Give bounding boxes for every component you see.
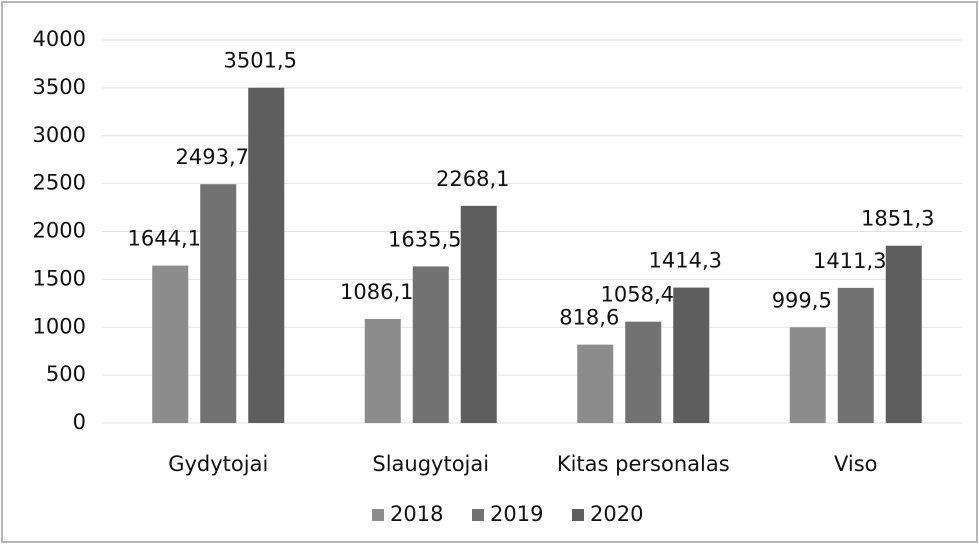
x-tick-label: Kitas personalas [557,452,730,476]
y-tick-label: 2500 [33,171,86,195]
legend-label: 2020 [590,502,643,526]
data-label: 999,5 [772,288,832,312]
data-label: 1635,5 [388,227,461,251]
data-label: 3501,5 [224,49,297,73]
bar [200,184,237,423]
data-label: 1414,3 [649,249,722,273]
bar [460,205,497,423]
y-tick-label: 1000 [33,314,86,338]
bar [152,265,189,423]
y-tick-label: 3500 [33,75,86,99]
y-tick-label: 2000 [33,219,86,243]
data-label: 818,6 [559,306,619,330]
bar [837,287,874,423]
x-tick-label: Slaugytojai [372,452,489,476]
bar [364,319,401,423]
data-label: 1644,1 [128,227,201,251]
bar [885,245,922,423]
x-tick-label: Viso [834,452,878,476]
data-label: 2493,7 [176,145,249,169]
y-tick-label: 1500 [33,266,86,290]
data-label: 2268,1 [436,167,509,191]
y-tick-label: 3000 [33,123,86,147]
bar [412,266,449,423]
legend-label: 2019 [490,502,543,526]
legend-swatch [472,509,484,521]
legend-swatch [372,509,384,521]
bar [625,321,662,423]
legend-swatch [572,509,584,521]
bar [248,87,285,423]
bar [673,287,710,423]
y-tick-label: 0 [73,410,86,434]
data-label: 1411,3 [813,249,886,273]
x-tick-label: Gydytojai [168,452,268,476]
legend-label: 2018 [390,502,443,526]
bar [789,327,826,423]
bar [577,344,614,423]
data-label: 1086,1 [340,280,413,304]
y-tick-label: 500 [46,362,86,386]
y-tick-label: 4000 [33,27,86,51]
data-label: 1058,4 [601,283,674,307]
data-label: 1851,3 [861,207,934,231]
